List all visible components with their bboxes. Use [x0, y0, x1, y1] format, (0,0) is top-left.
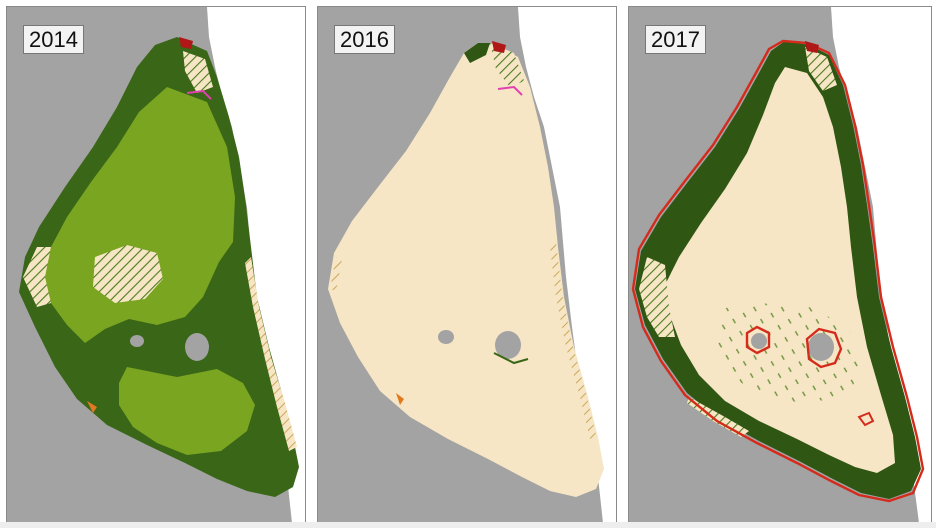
island-1	[495, 331, 521, 359]
dashed-sparse-area	[717, 303, 861, 403]
shore-hatch-north	[490, 43, 524, 87]
island-2	[438, 330, 454, 344]
shore-hatch-north	[805, 47, 837, 91]
year-label: 2017	[645, 25, 706, 54]
shore-hatch-west	[330, 257, 342, 291]
map-panel-2016: 2016	[317, 6, 617, 524]
shore-hatch-south	[687, 397, 749, 437]
shore-hatch-west	[639, 257, 675, 337]
shore-hatch-north	[183, 51, 213, 93]
red-patch-north	[805, 41, 819, 53]
medium-seagrass-south	[119, 367, 255, 455]
orange-patch	[396, 393, 404, 405]
red-patch-southeast	[857, 411, 875, 427]
red-island-ring-2	[745, 325, 771, 355]
shore-hatch-east	[550, 243, 596, 439]
red-patch	[492, 41, 506, 53]
red-boundary-outline	[631, 39, 925, 503]
hatched-sparse-area	[93, 245, 163, 303]
red-island-ring-1	[805, 327, 843, 369]
medium-seagrass-area	[43, 87, 235, 343]
pink-patch	[186, 89, 212, 100]
bottom-strip	[0, 522, 936, 528]
orange-patch	[87, 401, 97, 413]
shore-hatch-east	[245, 257, 297, 451]
year-label: 2016	[334, 25, 395, 54]
bare-sediment-lagoon	[328, 43, 604, 497]
shore-hatch-west	[23, 247, 51, 307]
map-panel-2017: 2017	[628, 6, 932, 524]
land	[518, 7, 616, 523]
pink-patch	[497, 85, 523, 96]
island-2	[751, 333, 767, 349]
dense-north-edge	[464, 43, 490, 63]
island-1	[808, 333, 834, 361]
lagoon-map-2017	[631, 7, 931, 523]
year-label: 2014	[23, 25, 84, 54]
map-panel-2014: 2014	[6, 6, 306, 524]
lagoon-map-2014	[19, 7, 305, 523]
island-green-ring	[493, 352, 529, 365]
island-1	[185, 333, 209, 361]
red-patch	[179, 37, 193, 49]
lagoon-map-2016	[328, 7, 616, 523]
island-2	[130, 335, 144, 347]
